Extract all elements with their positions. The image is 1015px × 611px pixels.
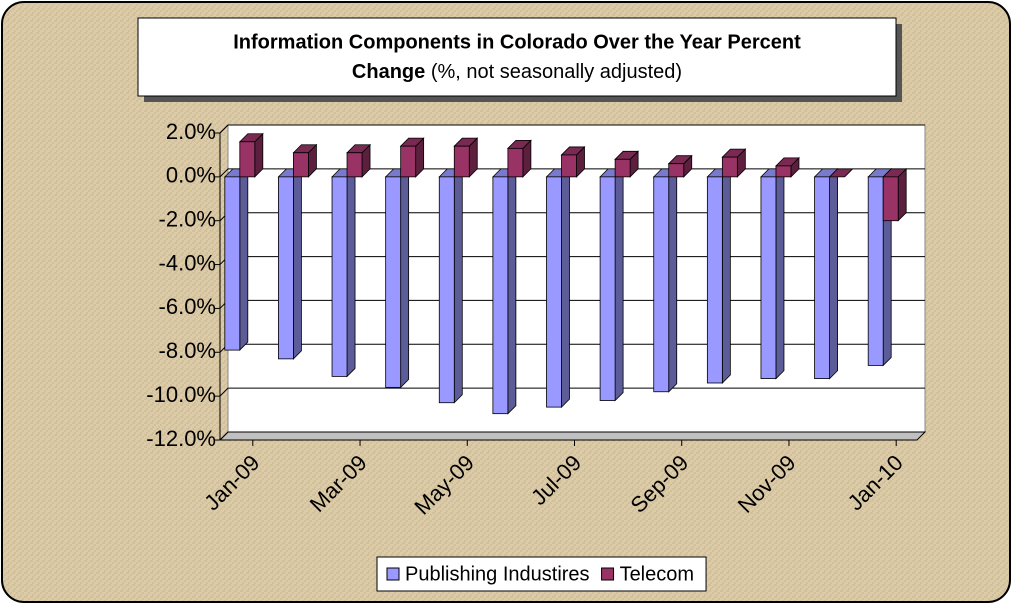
bar-side [346,167,356,378]
title-box [137,17,897,97]
bar-side [507,167,517,415]
bar [653,176,670,393]
bar [546,176,562,408]
chart-title: Change [352,61,425,83]
y-tick-label: -12.0% [146,426,216,451]
y-tick-label: -10.0% [146,382,216,407]
bar [331,176,348,377]
bar-side [400,167,410,389]
grid-line [219,168,925,178]
bar [668,163,685,178]
bar [224,176,241,351]
bar [706,176,723,384]
bar [760,176,777,380]
y-tick-label: -8.0% [159,338,216,363]
bar-side [614,167,624,402]
bar [561,154,577,178]
bar [239,141,256,178]
bar-top [828,168,854,178]
bar-side [561,167,570,409]
grid-line [219,124,925,134]
bar [492,176,509,415]
bar [293,152,309,178]
legend-swatch [386,567,400,581]
chart-title-line: Change (%, not seasonally adjusted) [352,61,682,83]
y-tick-label: 0.0% [166,163,216,188]
bar [507,147,524,178]
bar-side [897,167,907,222]
bar [400,145,417,178]
legend-box [376,556,707,592]
subtitle: (%, not seasonally adjusted) [431,61,682,83]
bar [775,165,792,178]
legend-label: Telecom [620,563,694,585]
bar [278,176,294,360]
bar-side [293,167,302,360]
bar [599,176,616,401]
y-tick-label: -4.0% [159,250,216,275]
grid-line [219,387,925,397]
bar [453,145,470,178]
bar-side [775,167,785,380]
plot-floor [218,431,927,441]
bar-side [453,167,463,404]
bar [346,152,363,178]
bar [614,158,631,178]
bar [385,176,402,388]
chart-title: Information Components in Colorado Over … [233,31,801,53]
bar [721,156,738,178]
bar-side [829,167,838,380]
bar [882,176,899,222]
legend-label: Publishing Industires [405,563,590,585]
y-tick-label: 2.0% [166,119,216,144]
bar-side [721,167,731,384]
bar [438,176,455,404]
bar-side [239,167,249,352]
bar [867,176,884,366]
legend-swatch [601,567,615,581]
bar-side [668,167,678,393]
y-tick-label: -2.0% [159,207,216,232]
y-tick-label: -6.0% [159,294,216,319]
grid-line [219,431,925,441]
bar [814,176,830,380]
